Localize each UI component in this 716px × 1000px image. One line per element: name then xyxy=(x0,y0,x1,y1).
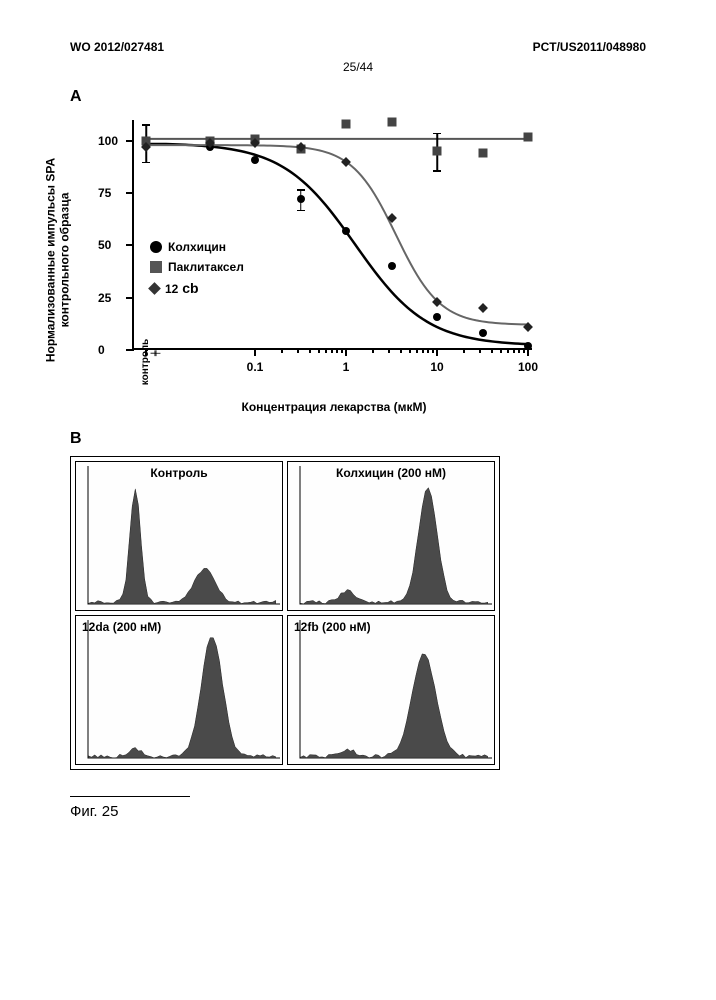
data-point xyxy=(524,132,533,141)
data-point xyxy=(342,120,351,129)
x-tick-label: 1 xyxy=(343,360,350,374)
histogram-cell: 12fb (200 нМ) xyxy=(287,615,495,765)
panel-b-label: B xyxy=(70,430,646,448)
y-tick-label: 100 xyxy=(98,134,118,148)
figure-caption: Фиг. 25 xyxy=(70,796,190,820)
chart-b: Контроль Колхицин (200 нМ) 12da (200 нМ) 12… xyxy=(70,456,550,770)
data-point xyxy=(433,147,442,156)
data-point xyxy=(479,329,487,337)
data-point xyxy=(524,342,532,350)
panel-a-label: A xyxy=(70,88,646,106)
header-right: PCT/US2011/048980 xyxy=(533,40,646,54)
x-axis-label: Концентрация лекарства (мкМ) xyxy=(242,400,427,414)
x-tick-label: 0.1 xyxy=(247,360,264,374)
x-tick-label: 10 xyxy=(430,360,443,374)
header-left: WO 2012/027481 xyxy=(70,40,164,54)
histogram-cell: Контроль xyxy=(75,461,283,611)
histogram-cell: 12da (200 нМ) xyxy=(75,615,283,765)
curves-svg xyxy=(134,120,534,350)
y-tick-label: 50 xyxy=(98,238,111,252)
chart-a: Нормализованные импульсы SPAконтрольного… xyxy=(70,110,550,410)
plot-area: 02550751000.1110100⊣⊢контроль xyxy=(132,120,532,350)
control-label: контроль xyxy=(140,339,151,385)
histogram-grid: Контроль Колхицин (200 нМ) 12da (200 нМ) 12… xyxy=(70,456,500,770)
x-tick-label: 100 xyxy=(518,360,538,374)
histogram-label: Контроль xyxy=(150,466,207,480)
histogram-label: 12fb (200 нМ) xyxy=(294,620,371,634)
data-point xyxy=(433,313,441,321)
data-point xyxy=(387,118,396,127)
y-tick-label: 25 xyxy=(98,291,111,305)
y-tick-label: 0 xyxy=(98,343,105,357)
histogram-label: 12da (200 нМ) xyxy=(82,620,161,634)
y-axis-label: Нормализованные импульсы SPAконтрольного… xyxy=(44,158,73,362)
histogram-label: Колхицин (200 нМ) xyxy=(336,466,446,480)
legend: Колхицин Паклитаксел 12 cb xyxy=(150,240,244,302)
data-point xyxy=(297,195,305,203)
legend-item: Колхицин xyxy=(150,240,244,254)
legend-item: 12 cb xyxy=(150,280,244,296)
data-point xyxy=(478,149,487,158)
legend-item: Паклитаксел xyxy=(150,260,244,274)
data-point xyxy=(388,262,396,270)
data-point xyxy=(251,156,259,164)
page-number: 25/44 xyxy=(70,60,646,74)
histogram-cell: Колхицин (200 нМ) xyxy=(287,461,495,611)
data-point xyxy=(342,227,350,235)
y-tick-label: 75 xyxy=(98,186,111,200)
